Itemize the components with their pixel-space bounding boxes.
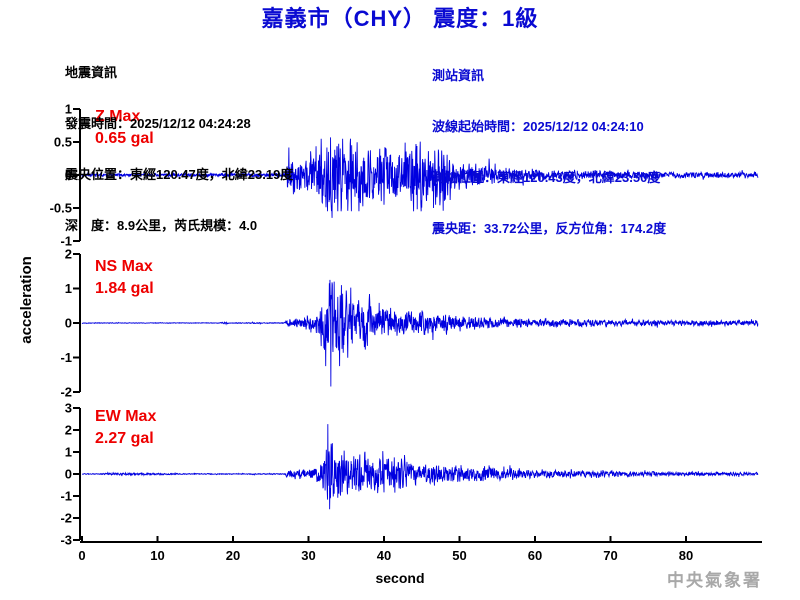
x-tick-label: 50: [452, 548, 466, 563]
y-tick-label: 3: [65, 401, 72, 416]
y-tick-label: -1: [60, 489, 72, 504]
x-tick-label: 0: [78, 548, 85, 563]
ns-max-label: NS Max: [95, 258, 153, 275]
station-info-block: 測站資訊 波線起始時間：2025/12/12 04:24:10 測站位置：東經1…: [432, 33, 666, 271]
y-tick-label: -1: [60, 234, 72, 249]
x-tick-label: 10: [150, 548, 164, 563]
y-tick-label: -3: [60, 533, 72, 548]
z-waveform: [81, 137, 759, 218]
ew-max-value: 2.27 gal: [95, 430, 154, 447]
ew-max-label: EW Max: [95, 408, 156, 425]
y-tick-label: -2: [60, 511, 72, 526]
y-tick-label: 0: [65, 168, 72, 183]
y-tick-label: 0: [65, 316, 72, 331]
ew-axis-group: 3 2 1 0 -1 -2 -3: [60, 401, 81, 548]
y-tick-label: 2: [65, 423, 72, 438]
x-tick-label: 70: [603, 548, 617, 563]
y-tick-label: 1: [65, 445, 72, 460]
x-tick-label: 60: [528, 548, 542, 563]
origin-time: 發震時間：2025/12/12 04:24:28: [65, 116, 251, 131]
agency-watermark: 中央氣象署: [667, 570, 762, 590]
station-location: 測站位置：東經120.43度，北緯23.50度: [432, 170, 661, 185]
x-tick-label: 20: [226, 548, 240, 563]
y-tick-label: -0.5: [50, 201, 72, 216]
y-tick-label: -1: [60, 350, 72, 365]
station-info-heading: 測站資訊: [432, 68, 485, 83]
y-axis-title: acceleration: [18, 256, 35, 344]
ns-waveform: [81, 279, 759, 387]
y-tick-label: 1: [65, 281, 72, 296]
ns-max-value: 1.84 gal: [95, 280, 154, 297]
wave-start-time: 波線起始時間：2025/12/12 04:24:10: [432, 119, 644, 134]
y-tick-label: 2: [65, 247, 72, 262]
z-max-label: Z Max: [95, 108, 140, 125]
x-tick-label: 80: [679, 548, 693, 563]
y-tick-label: 0.5: [54, 135, 72, 150]
x-tick-label: 40: [377, 548, 391, 563]
earthquake-info-heading: 地震資訊: [65, 65, 118, 80]
ew-waveform: [82, 424, 759, 510]
z-axis-group: 1 0.5 0 -0.5 -1: [50, 102, 81, 249]
y-tick-label: 0: [65, 467, 72, 482]
y-tick-label: -2: [60, 385, 72, 400]
ns-axis-group: 2 1 0 -1 -2: [60, 247, 81, 400]
distance-azimuth: 震央距：33.72公里，反方位角：174.2度: [432, 221, 667, 236]
x-axis-group: 0 10 20 30 40 50 60 70 80: [78, 536, 762, 563]
depth-magnitude: 深 度：8.9公里，芮氏規模：4.0: [65, 218, 258, 233]
earthquake-info-block: 地震資訊 發震時間：2025/12/12 04:24:28 震央位置：東經120…: [65, 30, 293, 268]
z-max-value: 0.65 gal: [95, 130, 154, 147]
x-axis-title: second: [375, 570, 424, 586]
x-tick-label: 30: [301, 548, 315, 563]
y-tick-label: 1: [65, 102, 72, 117]
page-title: 嘉義市（CHY） 震度：1級: [261, 6, 539, 31]
epicenter-location: 震央位置：東經120.47度，北緯23.19度: [65, 167, 294, 182]
trace-layer: [81, 137, 759, 510]
